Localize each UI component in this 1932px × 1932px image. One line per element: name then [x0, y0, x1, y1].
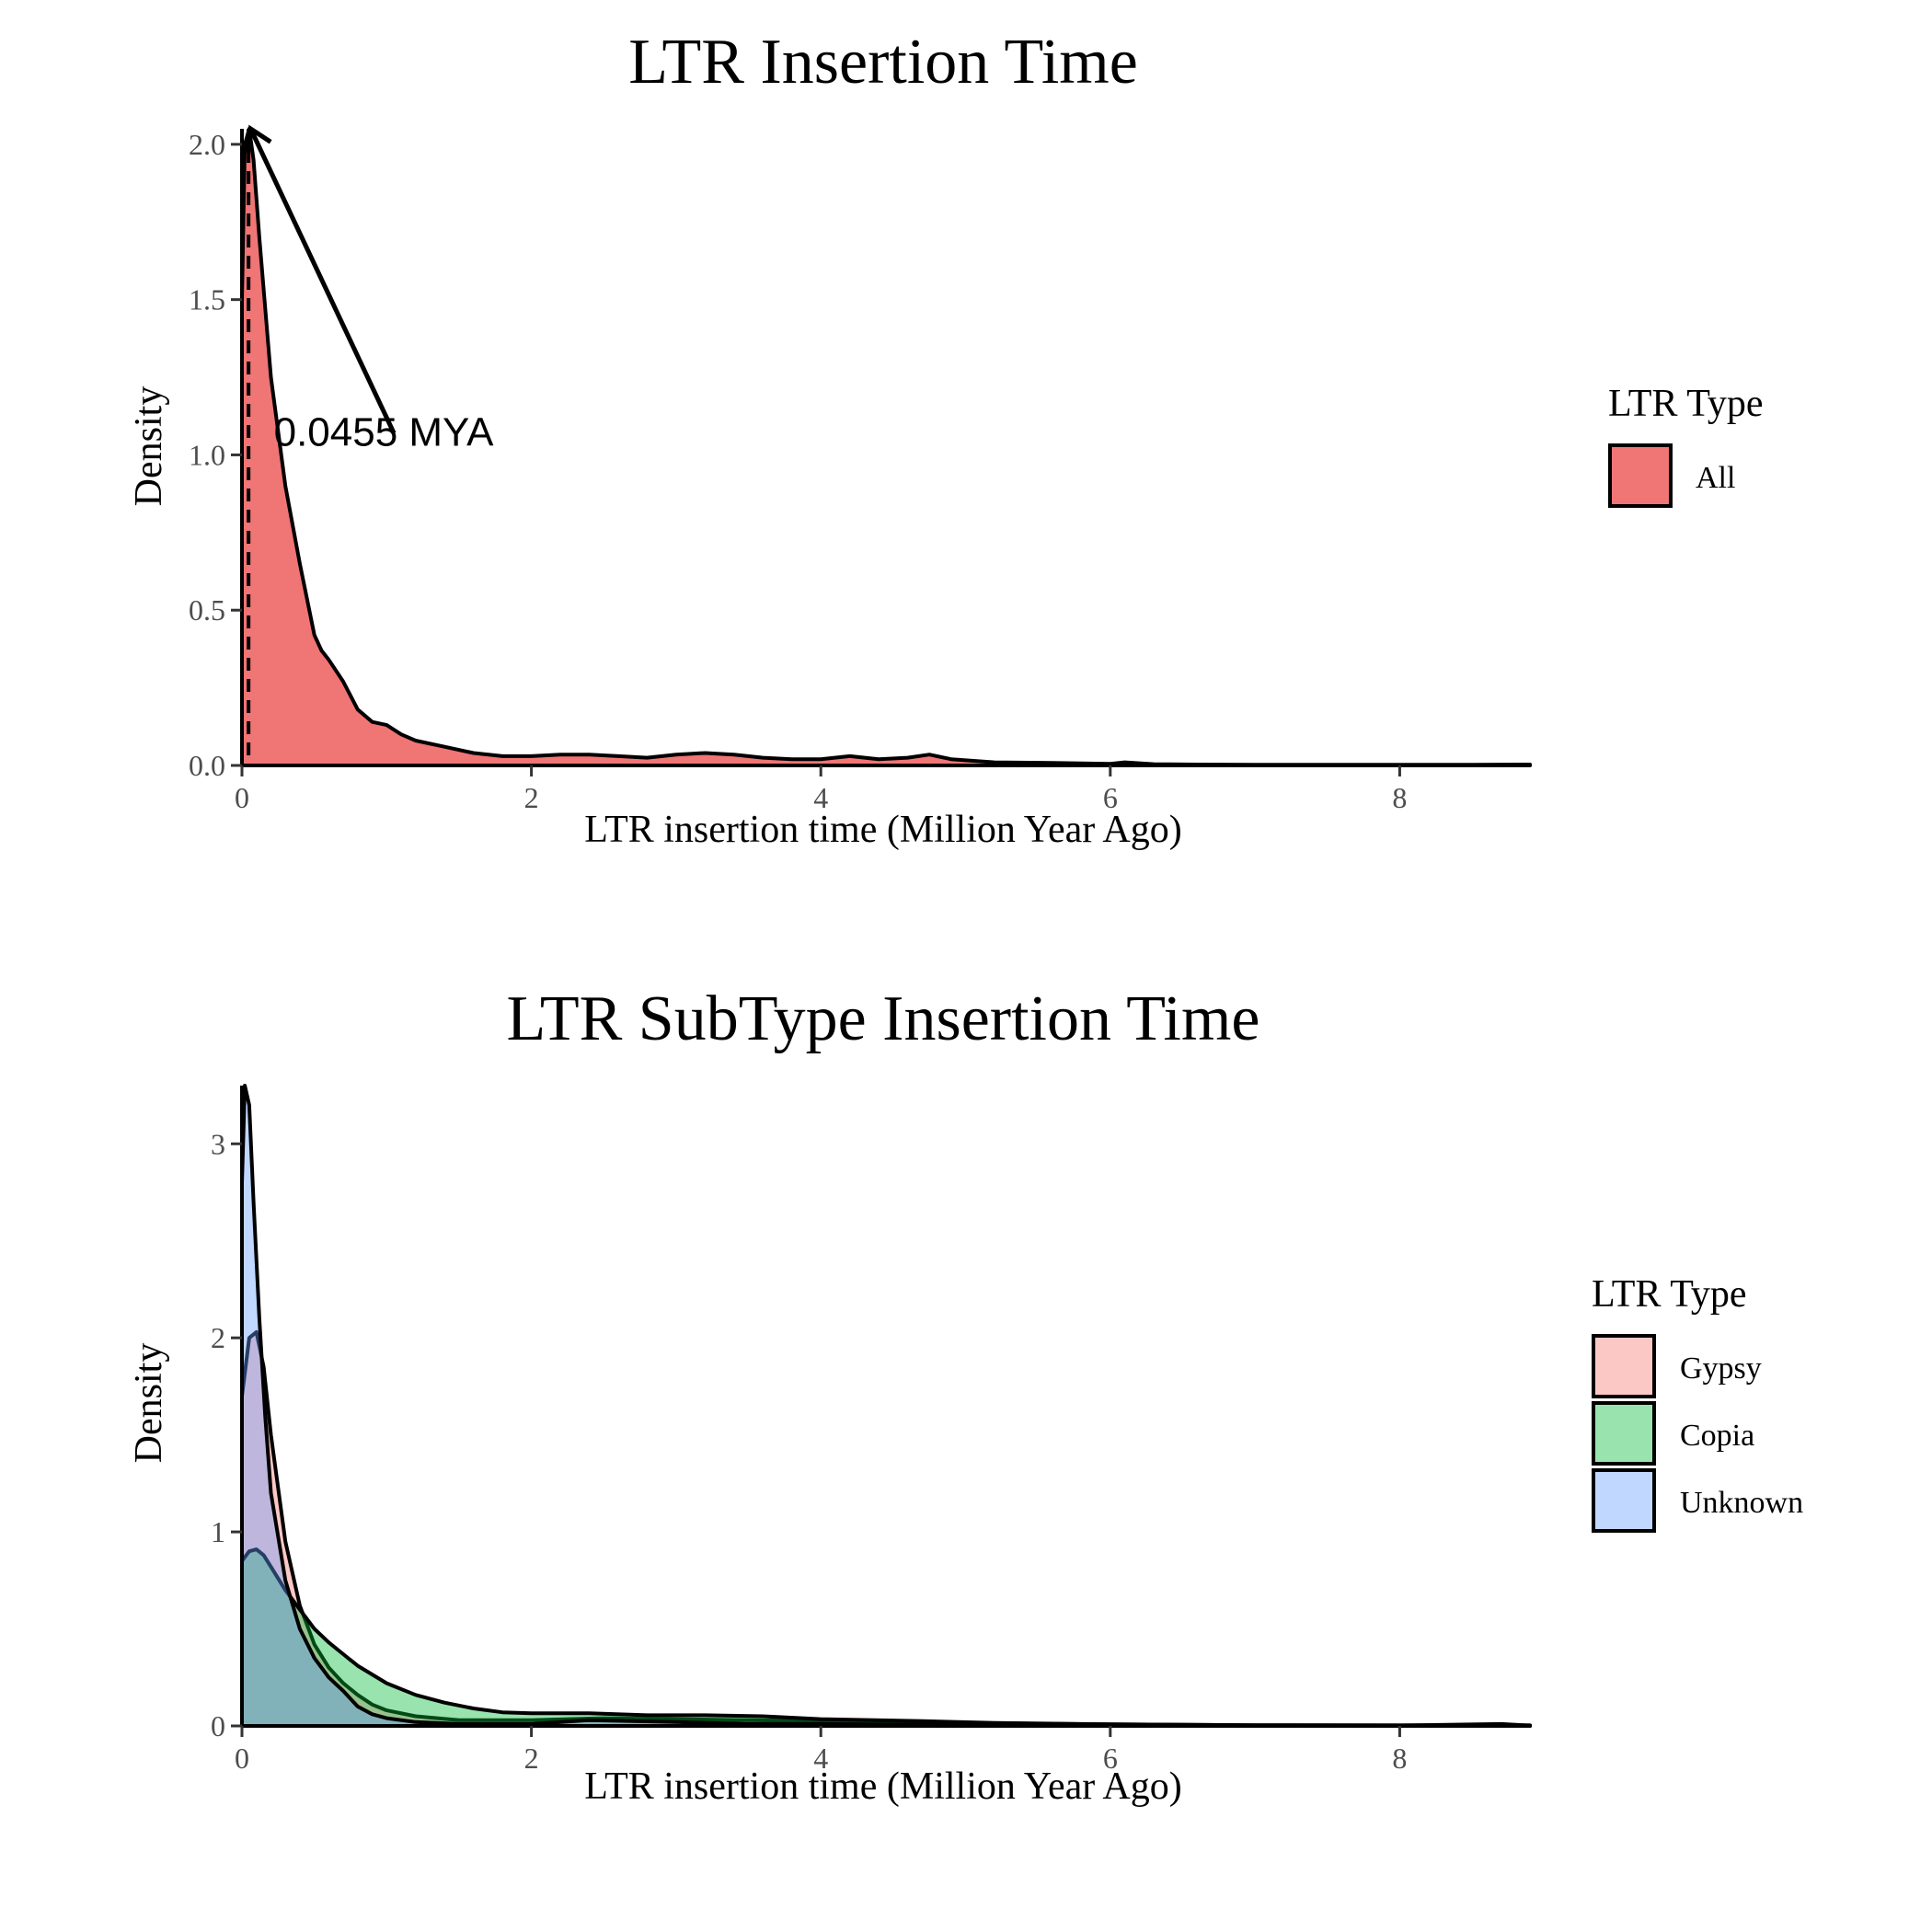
- peak-arrow-line: [248, 127, 397, 434]
- chart-panel-ltr-subtype-insertion-time: LTR SubType Insertion Time Density LTR i…: [128, 983, 1803, 1808]
- legend-swatch-copia: [1592, 1401, 1656, 1466]
- peak-annotation-label: 0.0455 MYA: [274, 409, 495, 454]
- x-tick-label: 6: [1103, 1742, 1118, 1775]
- x-tick-label: 2: [524, 1742, 539, 1775]
- y-tick-label: 1.0: [189, 438, 225, 471]
- y-tick-label: 2: [211, 1321, 225, 1354]
- y-tick-label: 0: [211, 1709, 225, 1742]
- x-tick-label: 4: [813, 1742, 828, 1775]
- x-tick-label: 0: [235, 1742, 249, 1775]
- density-area-copia: [240, 1547, 1532, 1728]
- axes-layer: 0 2 4 6 8 0 1 2 3: [211, 1086, 1530, 1775]
- x-axis-label: LTR insertion time (Million Year Ago): [584, 809, 1181, 851]
- axes-layer: 0 2 4 6 8 0.0 0.5 1.0 1.5 2.0: [189, 128, 1530, 814]
- legend: LTR Type Gypsy Copia Unknown: [1592, 1273, 1803, 1533]
- chart-panel-ltr-insertion-time: LTR Insertion Time Density LTR insertion…: [128, 27, 1764, 851]
- x-axis-label: LTR insertion time (Million Year Ago): [584, 1765, 1181, 1808]
- y-tick-label: 3: [211, 1127, 225, 1160]
- legend-swatch-gypsy: [1592, 1334, 1656, 1398]
- y-tick-label: 0.0: [189, 749, 225, 782]
- density-area-unknown: [240, 1084, 1532, 1728]
- chart-title: LTR SubType Insertion Time: [507, 983, 1260, 1054]
- x-tick-label: 4: [813, 781, 828, 814]
- chart-title: LTR Insertion Time: [628, 27, 1138, 98]
- legend-title: LTR Type: [1592, 1273, 1747, 1316]
- legend-label-copia: Copia: [1680, 1419, 1754, 1453]
- y-tick-label: 1: [211, 1515, 225, 1548]
- legend-swatch-all: [1608, 443, 1673, 508]
- legend-label-gypsy: Gypsy: [1680, 1351, 1762, 1386]
- legend: LTR Type All: [1608, 383, 1764, 508]
- density-area-gypsy: [240, 1329, 1532, 1728]
- y-axis-label: Density: [128, 1343, 170, 1464]
- density-series-layer: [240, 1084, 1532, 1728]
- legend-title: LTR Type: [1608, 383, 1764, 425]
- legend-label-all: All: [1696, 461, 1735, 495]
- annotation-layer: 0.0455 MYA: [246, 124, 495, 765]
- y-tick-label: 2.0: [189, 128, 225, 161]
- legend-label-unknown: Unknown: [1680, 1486, 1803, 1520]
- peak-arrow-head: [246, 124, 272, 154]
- y-tick-label: 1.5: [189, 283, 225, 316]
- y-tick-label: 0.5: [189, 593, 225, 627]
- legend-swatch-unknown: [1592, 1468, 1656, 1533]
- x-tick-label: 6: [1103, 781, 1118, 814]
- x-tick-label: 8: [1392, 1742, 1407, 1775]
- x-tick-label: 2: [524, 781, 539, 814]
- x-tick-label: 8: [1392, 781, 1407, 814]
- y-axis-label: Density: [128, 386, 170, 507]
- x-tick-label: 0: [235, 781, 249, 814]
